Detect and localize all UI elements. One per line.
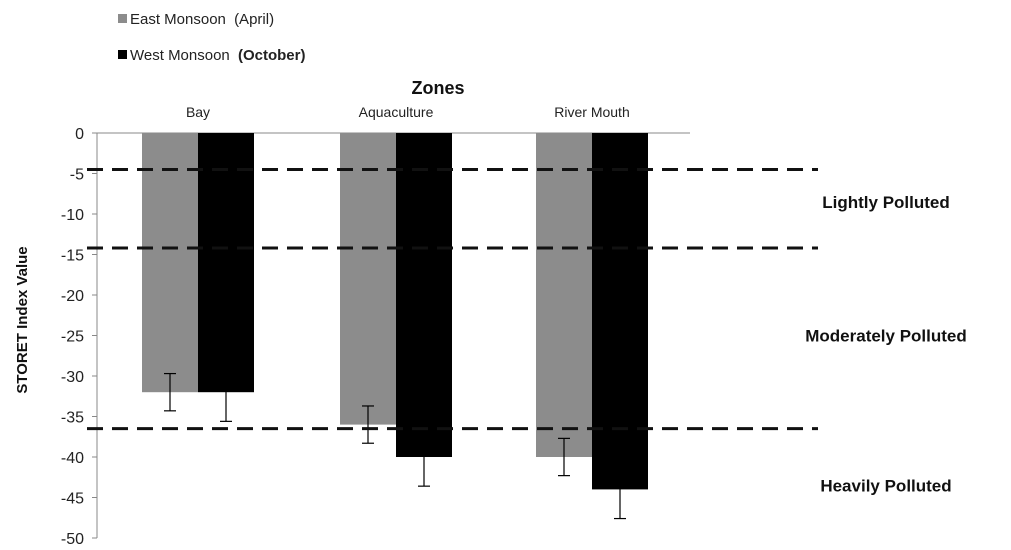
bar-east-2 (536, 133, 592, 457)
y-tick-label: -35 (61, 410, 84, 427)
category-label: Bay (186, 104, 210, 120)
y-tick-label: -30 (61, 369, 84, 386)
error-bar (362, 405, 374, 444)
y-tick-label: -45 (61, 491, 84, 508)
y-axis-title: STORET Index Value (14, 246, 31, 393)
category-labels: Bay Aquaculture River Mouth (186, 104, 630, 120)
error-bar (164, 372, 176, 412)
y-tick-label: -10 (61, 207, 84, 224)
y-tick-label: -5 (70, 167, 84, 184)
zone-labels: Lightly Polluted Moderately Polluted Heavi… (805, 193, 967, 496)
legend: East Monsoon (April) West Monsoon (Octob… (118, 11, 305, 64)
svg-text:East Monsoon (April): East Monsoon (April) (130, 11, 274, 28)
bar-west-1 (396, 133, 452, 457)
y-tick-label: -50 (61, 531, 84, 548)
error-bar (220, 363, 232, 422)
error-bar (614, 460, 626, 520)
legend-suffix-east-monsoon: (April) (234, 11, 274, 28)
legend-label-east-monsoon: East Monsoon (130, 11, 226, 28)
y-ticks: 0 -5 -10 -15 -20 -25 -30 -35 -40 -45 -50 (61, 126, 97, 548)
legend-swatch-east-monsoon (118, 14, 127, 23)
svg-text:West Monsoon (October): West Monsoon (October) (130, 47, 305, 64)
legend-suffix-west-monsoon: (October) (238, 47, 306, 64)
y-tick-label: -40 (61, 450, 84, 467)
category-label: River Mouth (554, 104, 629, 120)
pollution-zone-label: Moderately Polluted (805, 327, 967, 346)
error-bars (164, 363, 626, 520)
y-tick-label: 0 (75, 126, 84, 143)
bar-west-2 (592, 133, 648, 490)
bar-west-0 (198, 133, 254, 393)
y-tick-label: -15 (61, 248, 84, 265)
error-bar (418, 427, 430, 487)
error-bar (558, 437, 570, 477)
pollution-zone-label: Heavily Polluted (820, 476, 951, 495)
pollution-zone-label: Lightly Polluted (822, 193, 950, 212)
y-tick-label: -20 (61, 288, 84, 305)
threshold-lines (87, 167, 818, 431)
bar-east-0 (142, 133, 198, 393)
legend-label-west-monsoon: West Monsoon (130, 47, 230, 64)
y-tick-label: -25 (61, 329, 84, 346)
bar-east-1 (340, 133, 396, 425)
category-label: Aquaculture (359, 104, 434, 120)
bars (142, 133, 648, 490)
legend-swatch-west-monsoon (118, 50, 127, 59)
x-axis-title: Zones (411, 78, 464, 98)
